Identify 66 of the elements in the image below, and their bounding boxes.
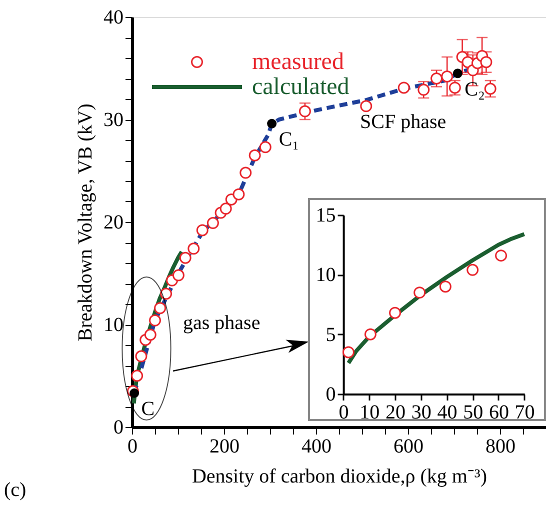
point	[389, 306, 402, 319]
point	[398, 82, 410, 94]
y-tick-label: 20	[104, 212, 124, 234]
point	[196, 224, 208, 236]
y-tick-label: 40	[104, 6, 124, 28]
point	[441, 70, 454, 82]
x-tick-label: 10	[360, 402, 380, 424]
x-tick-label: 400	[302, 436, 332, 458]
x-tick-label: 40	[437, 402, 458, 424]
legend-label: calculated	[252, 74, 350, 100]
point	[360, 100, 372, 112]
point	[267, 118, 277, 128]
y-tick-label: 15	[316, 204, 336, 226]
point	[495, 250, 508, 262]
annotation: C₂	[464, 78, 485, 100]
point	[220, 202, 232, 215]
x-tick-label: 30	[411, 402, 432, 424]
point	[135, 350, 148, 362]
y-tick-label: 10	[104, 314, 124, 336]
x-tick-label: 70	[514, 402, 535, 424]
annotation: SCF phase	[360, 111, 446, 133]
point	[154, 302, 166, 314]
y-tick-label: 5	[326, 324, 336, 346]
x-tick-label: 20	[386, 402, 406, 424]
y-axis-title: Breakdown Voltage, VB (kV)	[74, 104, 96, 342]
point	[418, 84, 430, 96]
point	[298, 105, 311, 118]
x-tick-label: 50	[463, 402, 484, 424]
point	[452, 68, 462, 78]
point	[179, 252, 192, 264]
point	[144, 328, 156, 341]
point	[131, 370, 144, 382]
point	[206, 217, 219, 230]
x-tick-label: 800	[486, 436, 516, 458]
point	[149, 314, 161, 326]
annotation: C₁	[278, 128, 300, 151]
point	[430, 72, 443, 84]
legend-label: measured	[252, 49, 344, 75]
x-tick-label: 600	[394, 436, 424, 458]
y-tick-label: 0	[114, 416, 124, 438]
text: (c)	[4, 479, 26, 501]
point	[364, 328, 376, 340]
point	[480, 56, 492, 68]
point	[439, 280, 452, 293]
y-tick-label: 30	[104, 109, 124, 131]
point	[259, 141, 272, 154]
point	[188, 242, 200, 255]
line-series	[346, 232, 526, 365]
point	[130, 388, 140, 398]
annotation: C	[141, 398, 155, 420]
point	[248, 149, 261, 162]
point	[484, 82, 496, 95]
point	[232, 188, 245, 200]
y-tick-label: 0	[326, 384, 336, 406]
x-tick-label: 200	[210, 436, 240, 458]
point	[160, 288, 172, 300]
x-tick-label: 0	[128, 436, 138, 458]
annotation: gas phase	[183, 312, 260, 334]
point	[172, 269, 184, 282]
point	[240, 166, 252, 179]
x-tick-label: 60	[488, 402, 509, 424]
point	[466, 264, 479, 276]
x-axis-title: Density of carbon dioxide,ρ (kg m⁻³)	[192, 466, 488, 488]
point	[414, 286, 426, 299]
y-tick-label: 10	[316, 264, 336, 286]
point	[342, 346, 354, 358]
